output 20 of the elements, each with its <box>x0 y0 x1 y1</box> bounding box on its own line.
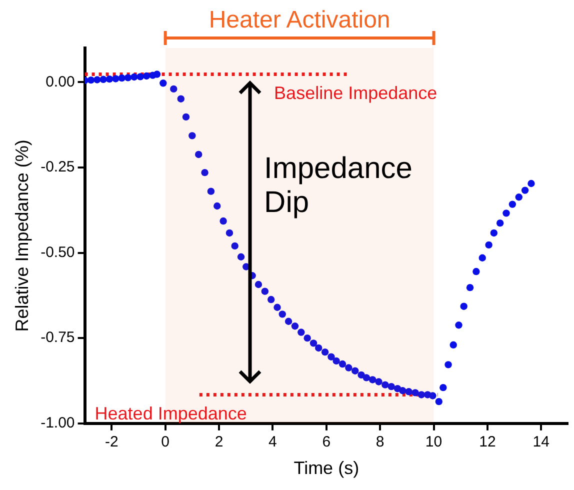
x-tick-label: 14 <box>532 434 550 451</box>
y-tick-label: -1.00 <box>40 414 75 432</box>
x-tick-label: -2 <box>104 434 118 451</box>
y-axis-title: Relative Impedance (%) <box>12 140 32 332</box>
x-tick-label: 10 <box>425 434 442 451</box>
y-tick-label: -0.25 <box>40 158 75 176</box>
x-tick-label: 12 <box>479 434 496 451</box>
x-axis-title: Time (s) <box>294 458 360 478</box>
annotation: Baseline Impedance <box>274 83 438 104</box>
x-tick-label: 4 <box>268 434 277 451</box>
y-tick-label: -0.50 <box>40 244 75 261</box>
band-label: Heater Activation <box>208 6 390 34</box>
x-tick-label: 2 <box>214 434 224 451</box>
x-tick-label: 0 <box>161 434 170 451</box>
annotation: Heated Impedance <box>94 404 247 424</box>
annotation: Impedance Dip <box>264 152 412 220</box>
y-tick-label: -0.75 <box>40 329 75 346</box>
x-tick-label: 8 <box>376 434 384 451</box>
y-tick-label: 0.00 <box>46 73 75 90</box>
x-tick-label: 6 <box>322 434 331 451</box>
